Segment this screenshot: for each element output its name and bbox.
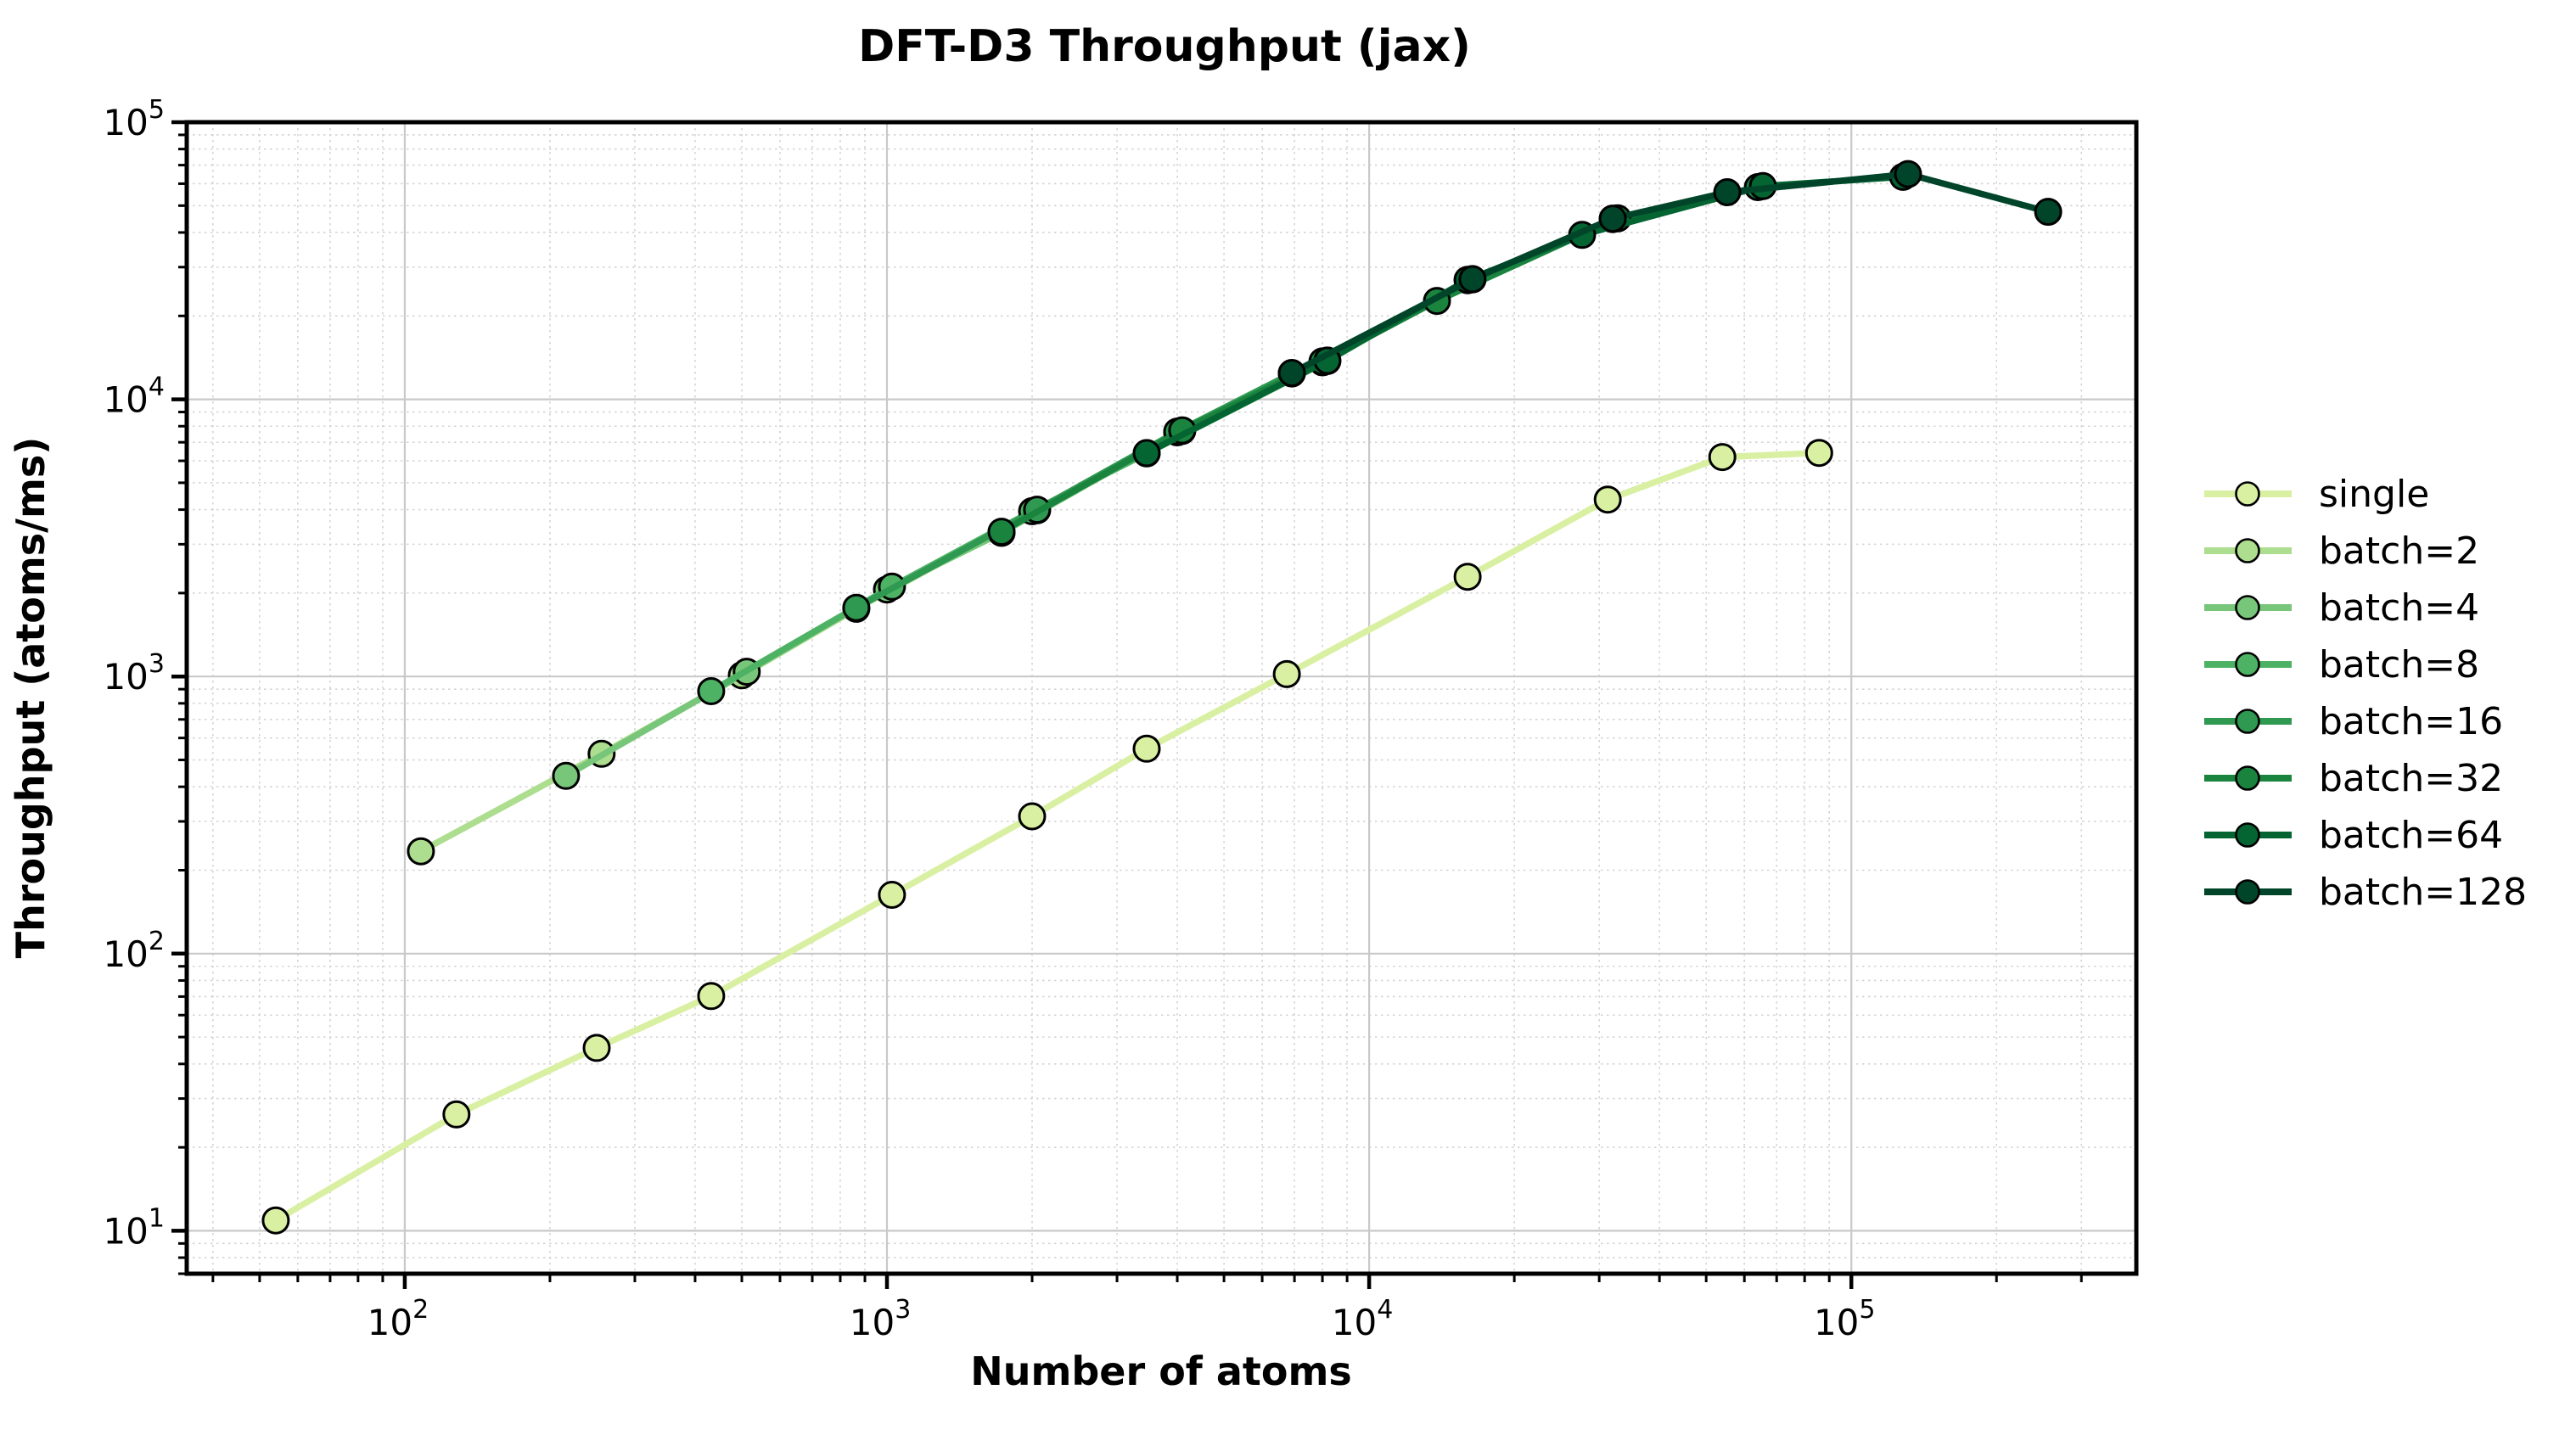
- series-batch-32: [987, 173, 1772, 546]
- legend-label: batch=32: [2319, 757, 2503, 800]
- legend-item-batch-128: batch=128: [2204, 871, 2527, 914]
- legend-marker: [2235, 481, 2260, 507]
- data-point: [442, 1100, 471, 1129]
- data-point: [1593, 485, 1622, 514]
- data-point: [1894, 160, 1922, 188]
- legend-item-batch-2: batch=2: [2204, 530, 2479, 573]
- x-axis-label: Number of atoms: [970, 1348, 1352, 1394]
- legend-marker: [2235, 538, 2260, 563]
- data-point: [1132, 734, 1161, 763]
- legend-marker: [2235, 822, 2260, 848]
- data-point: [878, 881, 906, 909]
- legend-label: batch=64: [2319, 814, 2503, 857]
- grid-minor: [187, 122, 2136, 1275]
- data-point: [2034, 198, 2062, 227]
- data-point: [1598, 205, 1627, 233]
- legend-item-batch-8: batch=8: [2204, 643, 2479, 686]
- x-tick-label: 105: [1814, 1295, 1876, 1343]
- tick-labels: 102 103 104 105 101 102 103 104 105: [103, 95, 1875, 1343]
- series-line: [272, 449, 1823, 1224]
- legend-label: batch=2: [2319, 530, 2479, 573]
- legend-label: single: [2319, 473, 2429, 516]
- y-tick-label: 104: [103, 373, 165, 421]
- legend-marker: [2235, 879, 2260, 905]
- data-point: [1018, 802, 1047, 831]
- data-point: [582, 1034, 611, 1062]
- series-line: [998, 183, 1761, 535]
- data-point: [697, 982, 726, 1011]
- data-point: [987, 518, 1016, 546]
- series-batch-128: [1277, 160, 2062, 387]
- ticks: [171, 120, 2083, 1289]
- legend-marker: [2235, 652, 2260, 677]
- series-layer: [261, 160, 2062, 1235]
- series-line: [853, 216, 1616, 611]
- legend-marker: [2235, 709, 2260, 734]
- data-point: [407, 837, 435, 866]
- chart-title: DFT-D3 Throughput (jax): [858, 21, 1471, 72]
- legend-marker: [2235, 765, 2260, 791]
- axes: [184, 120, 2139, 1276]
- legend-item-batch-16: batch=16: [2204, 700, 2503, 743]
- series-single: [261, 439, 1833, 1235]
- y-tick-label: 102: [103, 927, 165, 975]
- data-point: [1453, 563, 1482, 591]
- data-point: [842, 593, 871, 622]
- data-point: [261, 1206, 290, 1235]
- data-point: [1713, 178, 1742, 206]
- legend-item-batch-64: batch=64: [2204, 814, 2503, 857]
- legend-item-batch-4: batch=4: [2204, 586, 2479, 630]
- y-axis-label: Throughput (atoms/ms): [8, 437, 53, 959]
- data-point: [1708, 443, 1737, 472]
- x-tick-label: 102: [368, 1295, 429, 1343]
- data-point: [1132, 439, 1161, 468]
- data-point: [1458, 265, 1487, 294]
- data-point: [552, 761, 581, 790]
- legend-label: batch=8: [2319, 643, 2479, 686]
- y-tick-label: 105: [103, 95, 165, 143]
- legend: single batch=2 batch=4 batch=8 batch=16 batch…: [2204, 473, 2527, 914]
- data-point: [1277, 359, 1306, 387]
- data-point: [1272, 659, 1301, 688]
- legend-item-batch-32: batch=32: [2204, 757, 2503, 800]
- x-tick-label: 104: [1332, 1295, 1394, 1343]
- y-tick-label: 101: [103, 1203, 165, 1252]
- legend-item-single: single: [2204, 473, 2429, 516]
- legend-label: batch=4: [2319, 586, 2479, 630]
- series-batch-64: [1132, 162, 1917, 468]
- data-point: [697, 677, 726, 705]
- legend-label: batch=128: [2319, 871, 2527, 914]
- legend-marker: [2235, 595, 2260, 620]
- legend-label: batch=16: [2319, 700, 2503, 743]
- y-tick-label: 103: [103, 649, 165, 698]
- series-line: [1288, 171, 2051, 377]
- plot-border: [184, 120, 2139, 1276]
- data-point: [1804, 439, 1833, 468]
- x-tick-label: 103: [850, 1295, 912, 1343]
